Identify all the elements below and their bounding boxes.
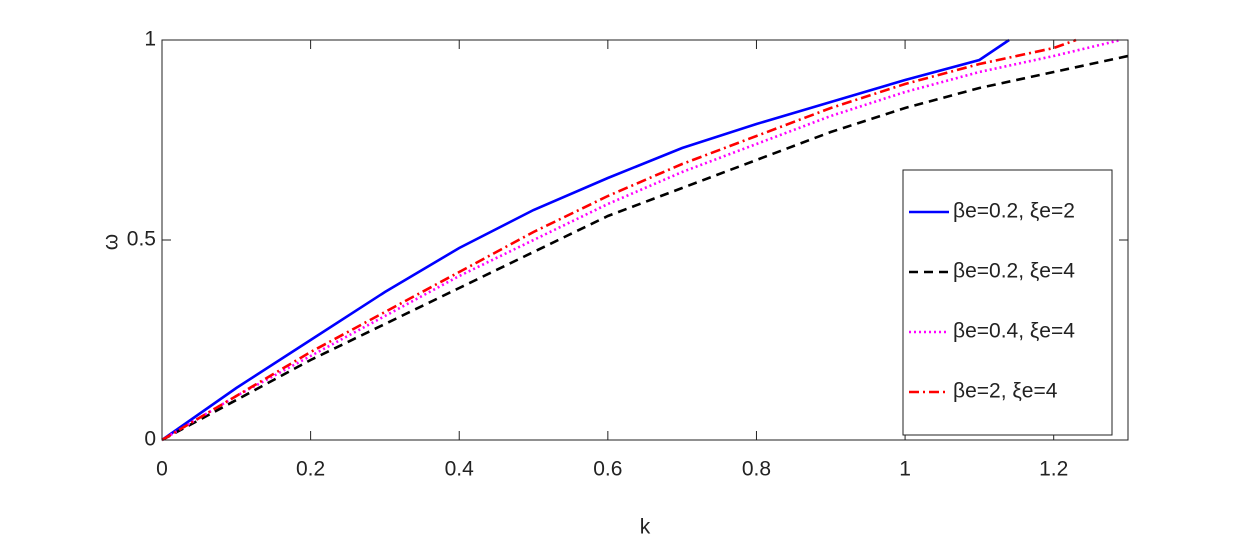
series-line [161, 38, 1121, 442]
plot-frame [161, 39, 1129, 441]
x-tick-label: 0.6 [593, 458, 622, 481]
x-tick-label: 0.8 [742, 458, 771, 481]
legend-label: βe=0.2, ξe=2 [953, 200, 1075, 223]
legend-label: βe=2, ξe=4 [953, 380, 1058, 403]
legend: βe=0.2, ξe=2 βe=0.2, ξe=4 βe=0.4, ξe=4 βe=2… [902, 169, 1113, 436]
y-tick-label: 1 [144, 28, 156, 51]
y-axis-label: ω [100, 234, 123, 250]
x-axis-label: k [640, 516, 651, 539]
x-tick-label: 0.4 [445, 458, 475, 481]
x-tick-label: 1 [899, 458, 911, 481]
y-tick-label: 0 [144, 428, 156, 451]
legend-label: βe=0.4, ξe=4 [953, 320, 1075, 343]
series-line [161, 54, 1129, 442]
series-line [161, 38, 1010, 442]
y-tick-label: 0.5 [127, 228, 156, 251]
x-tick-label: 0.2 [296, 458, 325, 481]
legend-label: βe=0.2, ξe=4 [953, 260, 1075, 283]
x-tick-label: 0 [156, 458, 168, 481]
series-line [161, 38, 1077, 442]
x-tick-label: 1.2 [1039, 458, 1068, 481]
